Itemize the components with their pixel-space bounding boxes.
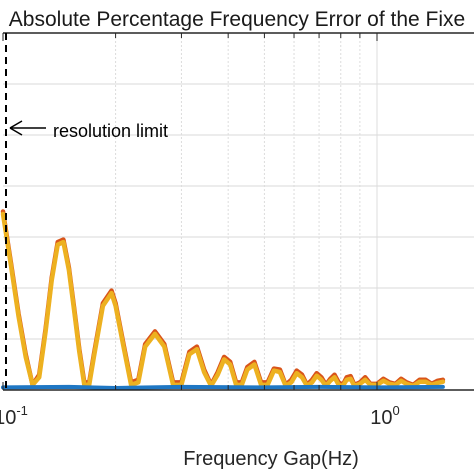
x-tick-label: 100 bbox=[370, 403, 399, 429]
x-axis-label: Frequency Gap(Hz) bbox=[183, 448, 359, 470]
x-tick-label: 10-1 bbox=[0, 403, 28, 429]
resolution-limit-arrow-head bbox=[9, 120, 23, 136]
series-line-2 bbox=[0, 211, 446, 389]
series-layer bbox=[0, 209, 446, 390]
resolution-limit-label: resolution limit bbox=[53, 121, 168, 141]
chart-title: Absolute Percentage Frequency Error of t… bbox=[9, 8, 465, 31]
series-line-3 bbox=[1, 384, 445, 390]
axes: 10-1 100 bbox=[0, 32, 474, 429]
grid bbox=[3, 33, 474, 390]
annotation-layer: resolution limit bbox=[5, 33, 168, 390]
